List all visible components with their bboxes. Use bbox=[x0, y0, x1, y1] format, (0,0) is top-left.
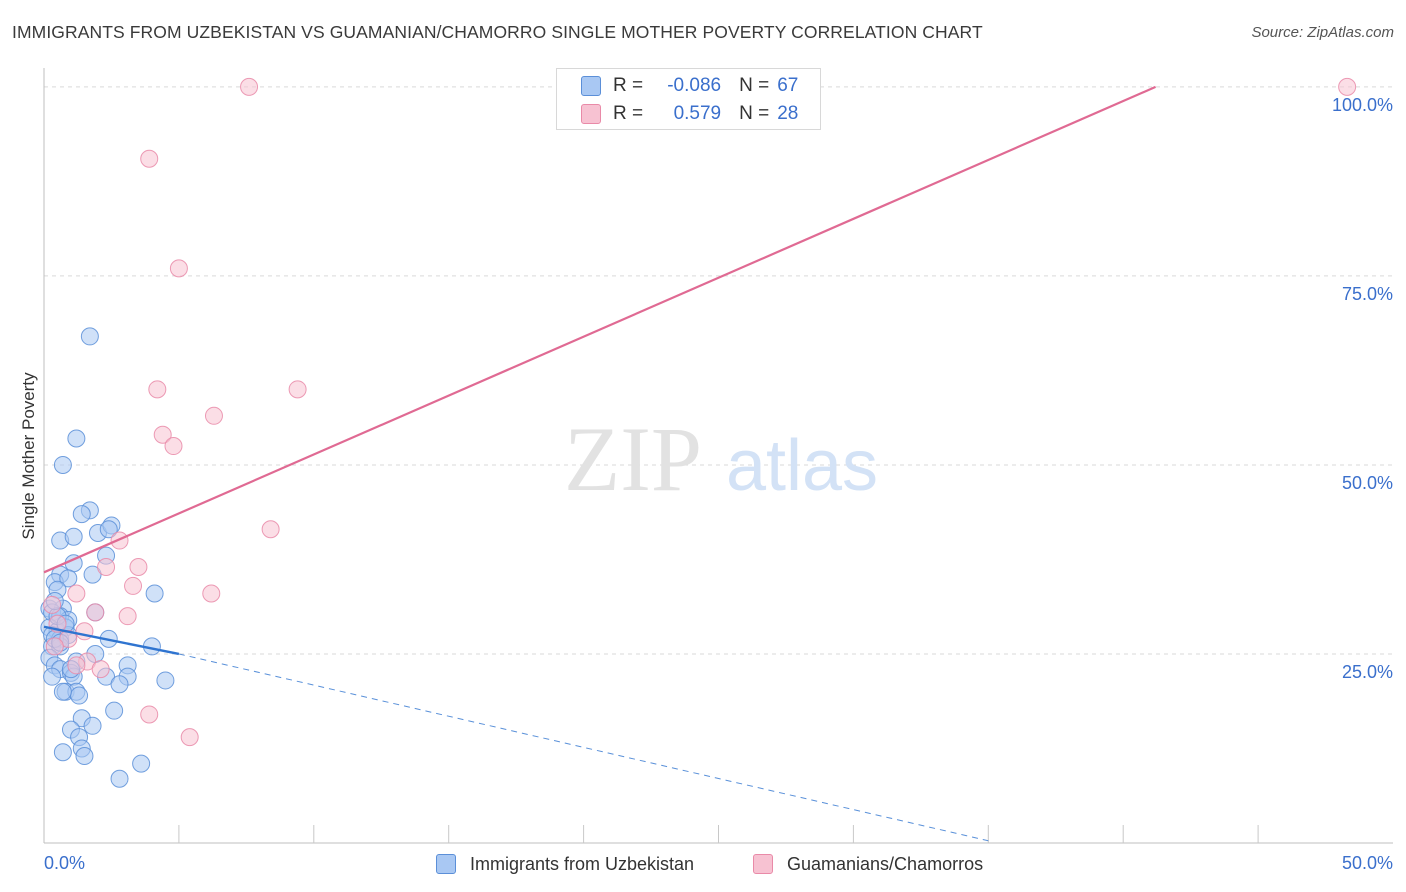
y-tick-label: 100.0% bbox=[1332, 95, 1393, 115]
point-guamanian bbox=[45, 637, 64, 656]
point-uzbekistan bbox=[72, 505, 91, 524]
grid-lines bbox=[44, 86, 1393, 655]
stats-r-value: -0.086 bbox=[667, 75, 722, 96]
stats-r-label: R = bbox=[613, 103, 644, 124]
point-uzbekistan bbox=[83, 716, 102, 735]
y-tick-label: 25.0% bbox=[1342, 662, 1393, 682]
point-guamanian bbox=[124, 576, 143, 595]
point-guamanian bbox=[91, 660, 110, 679]
point-guamanian bbox=[153, 425, 172, 444]
y-tick-label: 75.0% bbox=[1342, 284, 1393, 304]
point-uzbekistan bbox=[83, 565, 102, 584]
stats-r-label: R = bbox=[613, 75, 644, 96]
point-uzbekistan bbox=[110, 769, 129, 788]
source-label: Source: ZipAtlas.com bbox=[1251, 24, 1394, 41]
point-uzbekistan bbox=[53, 455, 72, 474]
stats-swatch-pink bbox=[581, 104, 601, 124]
point-guamanian bbox=[67, 584, 86, 603]
point-guamanian bbox=[180, 728, 199, 747]
point-guamanian bbox=[140, 705, 159, 724]
point-uzbekistan bbox=[53, 743, 72, 762]
legend-swatch-blue bbox=[436, 854, 456, 874]
point-guamanian bbox=[240, 77, 259, 96]
point-uzbekistan bbox=[99, 520, 118, 539]
point-guamanian bbox=[110, 531, 129, 550]
point-uzbekistan bbox=[43, 667, 62, 686]
point-guamanian bbox=[118, 607, 137, 626]
point-uzbekistan bbox=[64, 527, 83, 546]
point-uzbekistan bbox=[110, 675, 129, 694]
tick-labels: 25.0% 50.0% 75.0% 100.0% 0.0% 50.0% bbox=[44, 95, 1393, 873]
point-guamanian bbox=[261, 520, 280, 539]
axes bbox=[43, 68, 1393, 844]
stats-r-value: 0.579 bbox=[673, 103, 722, 124]
data-points bbox=[40, 77, 1357, 788]
point-uzbekistan bbox=[156, 671, 175, 690]
point-guamanian bbox=[204, 406, 223, 425]
trend-line-guamanian bbox=[43, 85, 1157, 574]
point-guamanian bbox=[129, 558, 148, 577]
stats-n-value: 67 bbox=[777, 75, 799, 96]
legend-label-uzbekistan: Immigrants from Uzbekistan bbox=[470, 853, 695, 874]
point-uzbekistan bbox=[80, 327, 99, 346]
legend-item-uzbekistan: Immigrants from Uzbekistan bbox=[436, 851, 694, 877]
stats-n-label: N = bbox=[739, 103, 770, 124]
stats-n-label: N = bbox=[739, 75, 770, 96]
watermark: ZIP atlas bbox=[564, 408, 878, 510]
point-uzbekistan bbox=[75, 747, 94, 766]
point-guamanian bbox=[148, 380, 167, 399]
legend-swatch-pink bbox=[753, 854, 773, 874]
point-guamanian bbox=[59, 629, 78, 648]
point-uzbekistan bbox=[145, 584, 164, 603]
point-guamanian bbox=[164, 437, 183, 456]
point-guamanian bbox=[288, 380, 307, 399]
stats-row-pink: R = 0.579 N = 28 bbox=[581, 100, 798, 128]
point-guamanian bbox=[67, 656, 86, 675]
legend-item-guamanian: Guamanians/Chamorros bbox=[753, 851, 983, 877]
point-guamanian bbox=[1338, 77, 1357, 96]
point-guamanian bbox=[202, 584, 221, 603]
point-guamanian bbox=[140, 149, 159, 168]
stats-legend: R = -0.086 N = 67 R = 0.579 N = 28 bbox=[556, 68, 821, 130]
trend-line-uzbekistan bbox=[43, 625, 180, 656]
legend-label-guamanian: Guamanians/Chamorros bbox=[787, 853, 984, 874]
watermark-zip: ZIP bbox=[564, 408, 702, 510]
stats-row-blue: R = -0.086 N = 67 bbox=[581, 72, 798, 100]
y-tick-label: 50.0% bbox=[1342, 473, 1393, 493]
x-tick-label: 50.0% bbox=[1342, 853, 1393, 873]
y-axis-label: Single Mother Poverty bbox=[19, 372, 38, 540]
point-uzbekistan bbox=[67, 429, 86, 448]
point-uzbekistan bbox=[70, 686, 89, 705]
watermark-atlas: atlas bbox=[726, 426, 878, 506]
point-guamanian bbox=[86, 603, 105, 622]
point-guamanian bbox=[43, 595, 62, 614]
point-guamanian bbox=[169, 259, 188, 278]
point-uzbekistan bbox=[53, 682, 72, 701]
stats-n-value: 28 bbox=[777, 103, 799, 124]
chart-title: IMMIGRANTS FROM UZBEKISTAN VS GUAMANIAN/… bbox=[12, 22, 983, 42]
trend-lines bbox=[43, 85, 1157, 842]
point-guamanian bbox=[97, 558, 116, 577]
point-uzbekistan bbox=[105, 701, 124, 720]
x-tick-label: 0.0% bbox=[44, 853, 85, 873]
stats-swatch-blue bbox=[581, 76, 601, 96]
trend-line-uzbekistan-extension bbox=[178, 653, 989, 842]
point-uzbekistan bbox=[59, 569, 78, 588]
point-uzbekistan bbox=[132, 754, 151, 773]
